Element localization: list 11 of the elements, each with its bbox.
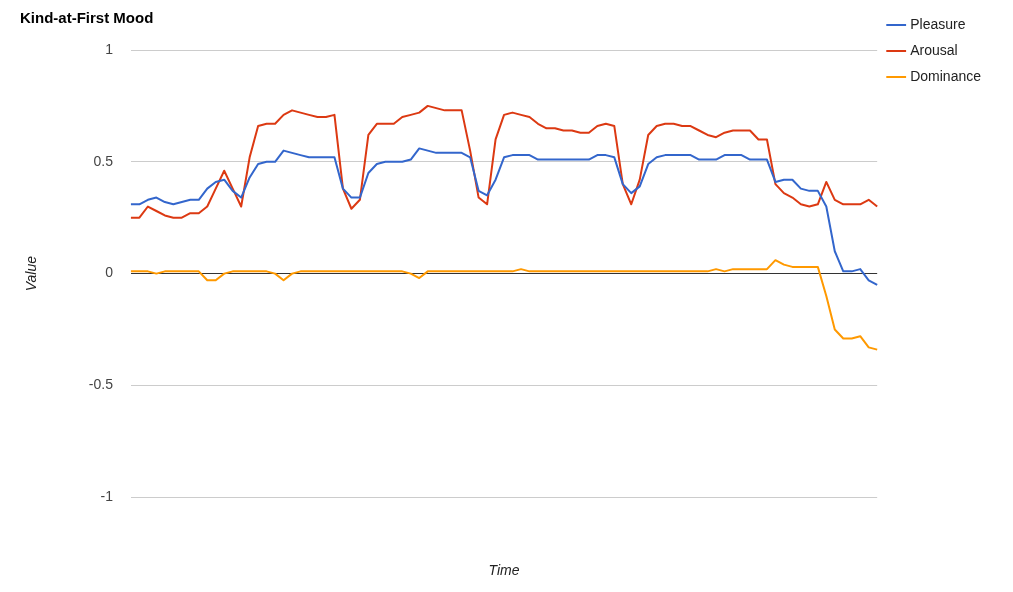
legend-label: Dominance [910, 67, 982, 84]
y-tick-label: 0.5 [93, 152, 114, 169]
chart-title: Kind-at-First Mood [20, 9, 154, 27]
legend-label: Pleasure [910, 15, 966, 32]
y-tick-label: -0.5 [88, 376, 114, 393]
x-axis-title: Time [488, 562, 520, 579]
y-tick-label: 0 [105, 264, 114, 281]
y-tick-label: -1 [100, 488, 114, 505]
y-tick-label: 1 [105, 40, 114, 57]
y-axis-title: Value [23, 255, 40, 292]
legend-label: Arousal [910, 41, 958, 58]
